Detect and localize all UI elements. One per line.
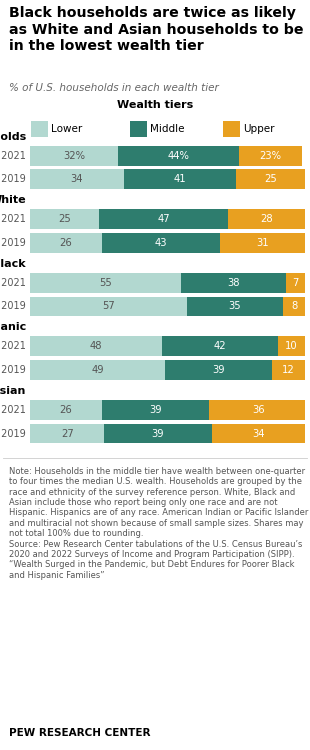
Text: Asian: Asian — [0, 386, 26, 396]
Text: Middle: Middle — [150, 124, 185, 134]
Text: Dec. 2019: Dec. 2019 — [0, 365, 26, 375]
Bar — [130, 121, 147, 136]
Bar — [118, 146, 239, 166]
Text: 38: 38 — [227, 278, 240, 288]
Text: Upper: Upper — [243, 124, 275, 134]
Text: 10: 10 — [285, 341, 298, 351]
Bar — [30, 296, 187, 316]
Text: % of U.S. households in each wealth tier: % of U.S. households in each wealth tier — [9, 83, 219, 93]
Bar — [283, 296, 305, 316]
Bar — [211, 424, 305, 443]
Bar — [162, 336, 277, 356]
Bar — [30, 233, 101, 253]
Text: 12: 12 — [282, 365, 295, 375]
Bar — [30, 360, 165, 380]
Bar — [220, 233, 305, 253]
Bar — [236, 170, 305, 189]
Text: 28: 28 — [260, 214, 273, 224]
Text: 25: 25 — [58, 214, 71, 224]
Bar — [104, 424, 211, 443]
Bar — [209, 400, 308, 420]
Text: 47: 47 — [157, 214, 170, 224]
Bar — [272, 360, 305, 380]
Bar — [223, 121, 240, 136]
Bar — [30, 170, 123, 189]
Bar — [181, 273, 286, 292]
Text: 55: 55 — [99, 278, 112, 288]
Bar — [187, 296, 283, 316]
Bar — [30, 424, 104, 443]
Bar — [286, 273, 305, 292]
Text: Dec. 2019: Dec. 2019 — [0, 428, 26, 439]
Text: Black: Black — [0, 259, 26, 269]
Text: 26: 26 — [60, 238, 72, 248]
Text: 34: 34 — [70, 175, 83, 184]
Bar — [30, 336, 162, 356]
Text: All households: All households — [0, 132, 26, 142]
Bar — [30, 146, 118, 166]
Text: 48: 48 — [90, 341, 102, 351]
Text: 27: 27 — [61, 428, 73, 439]
Text: Dec. 2019: Dec. 2019 — [0, 302, 26, 311]
Text: 31: 31 — [256, 238, 269, 248]
Bar — [31, 121, 48, 136]
Bar — [30, 273, 181, 292]
Text: 23%: 23% — [260, 151, 281, 160]
Text: Dec. 2021: Dec. 2021 — [0, 151, 26, 160]
Text: 32%: 32% — [63, 151, 85, 160]
Bar — [123, 170, 236, 189]
Text: 26: 26 — [60, 405, 72, 415]
Text: 34: 34 — [252, 428, 264, 439]
Text: 43: 43 — [154, 238, 167, 248]
Text: Dec. 2021: Dec. 2021 — [0, 214, 26, 224]
Text: Black households are twice as likely as White and Asian households to be in the : Black households are twice as likely as … — [9, 7, 304, 53]
Bar — [101, 400, 209, 420]
Bar — [101, 233, 220, 253]
Text: 42: 42 — [214, 341, 226, 351]
Bar — [277, 336, 305, 356]
Text: Dec. 2021: Dec. 2021 — [0, 278, 26, 288]
Text: 41: 41 — [174, 175, 186, 184]
Text: PEW RESEARCH CENTER: PEW RESEARCH CENTER — [9, 728, 151, 738]
Bar — [228, 209, 305, 230]
Text: 35: 35 — [228, 302, 241, 311]
Text: Wealth tiers: Wealth tiers — [117, 100, 193, 109]
Text: Dec. 2019: Dec. 2019 — [0, 238, 26, 248]
Text: Lower: Lower — [51, 124, 82, 134]
Text: 39: 39 — [152, 428, 164, 439]
Text: 49: 49 — [91, 365, 104, 375]
Text: Note: Households in the middle tier have wealth between one-quarter to four time: Note: Households in the middle tier have… — [9, 466, 309, 580]
Text: 39: 39 — [212, 365, 225, 375]
Bar — [30, 209, 99, 230]
Text: 39: 39 — [149, 405, 162, 415]
Text: 7: 7 — [292, 278, 299, 288]
Text: Dec. 2021: Dec. 2021 — [0, 405, 26, 415]
Text: 57: 57 — [102, 302, 115, 311]
Text: Dec. 2019: Dec. 2019 — [0, 175, 26, 184]
Bar — [165, 360, 272, 380]
Bar — [99, 209, 228, 230]
Text: 36: 36 — [252, 405, 264, 415]
Bar — [30, 400, 101, 420]
Text: 25: 25 — [264, 175, 277, 184]
Text: White: White — [0, 196, 26, 206]
Text: Dec. 2021: Dec. 2021 — [0, 341, 26, 351]
Bar — [239, 146, 302, 166]
Text: 8: 8 — [291, 302, 297, 311]
Text: 44%: 44% — [168, 151, 189, 160]
Text: Hispanic: Hispanic — [0, 322, 26, 332]
